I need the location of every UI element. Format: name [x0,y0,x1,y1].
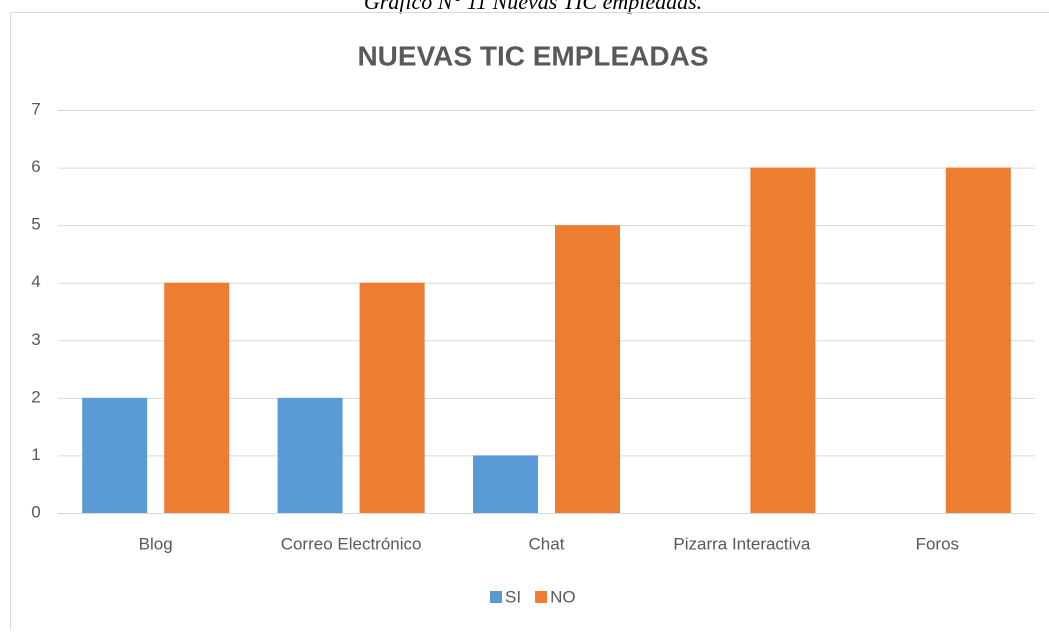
bar [750,168,815,513]
y-tick-label: 5 [31,215,40,234]
chart-title: NUEVAS TIC EMPLEADAS [357,40,708,71]
y-tick-label: 6 [31,157,40,176]
x-tick-label: Chat [529,534,565,553]
bar [360,283,425,513]
y-tick-label: 3 [31,330,40,349]
x-tick-label: Correo Electrónico [281,534,422,553]
x-tick-label: Blog [139,534,173,553]
y-tick-label: 2 [31,387,40,406]
bar [946,168,1011,513]
x-tick-label: Pizarra Interactiva [673,534,811,553]
legend-label: NO [550,587,576,606]
caption: Gráfico N° 11 Nuevas TIC empleadas. [364,0,702,14]
y-tick-label: 0 [31,502,40,521]
bar [164,283,229,513]
y-tick-label: 1 [31,445,40,464]
y-tick-label: 7 [31,99,40,118]
bar [278,398,343,513]
bar [82,398,147,513]
bar [555,225,620,513]
y-tick-label: 4 [31,272,40,291]
legend-label: SI [505,587,521,606]
x-tick-label: Foros [916,534,959,553]
legend-swatch [535,591,547,603]
legend-swatch [490,591,502,603]
bar [473,455,538,513]
